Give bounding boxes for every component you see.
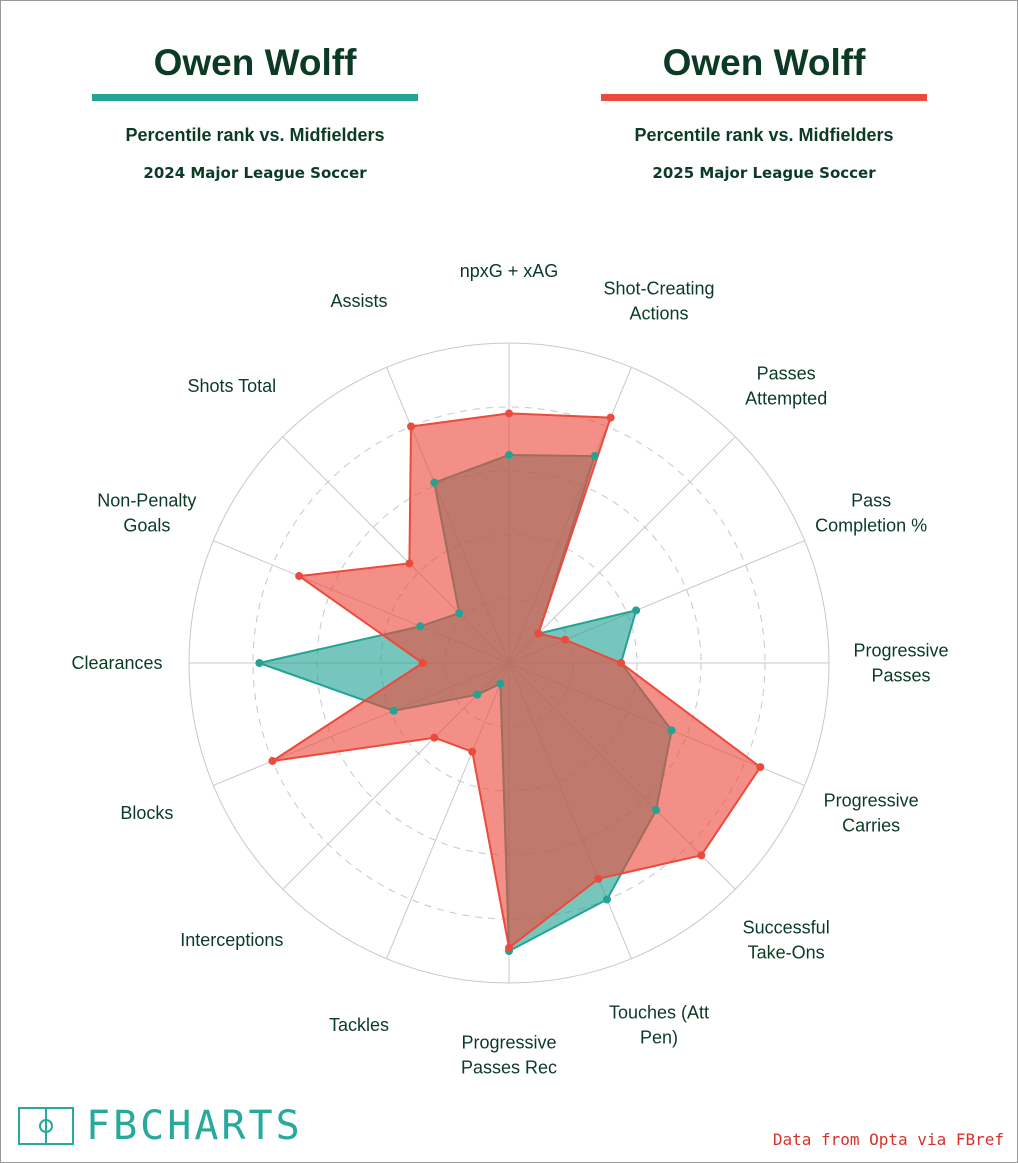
right-player-color-bar [601,94,927,101]
left-player-header: Owen Wolff Percentile rank vs. Midfielde… [85,38,425,182]
series-1-point [455,609,464,618]
axis-label: Progressive Carries [824,791,919,836]
series-2-point [594,874,603,883]
series-2-point [295,572,304,581]
fbcharts-logo: FBCHARTS [18,1104,303,1148]
series-1-point [602,895,611,904]
pitch-icon [18,1107,74,1145]
axis-label: Shots Total [187,376,276,396]
series-1-point [416,622,425,631]
series-1-point [652,806,661,815]
series-2-point [617,659,625,667]
series-1-point [389,706,398,715]
axis-spoke [508,436,736,664]
series-2-point [561,635,570,644]
axis-label: Tackles [329,1015,389,1035]
axis-label: Shot-Creating Actions [603,278,714,323]
axis-label: Clearances [71,653,162,673]
axis-label: Blocks [120,803,173,823]
series-2-point [756,763,765,772]
right-player-header: Owen Wolff Percentile rank vs. Midfielde… [594,38,934,182]
series-2-point [505,943,513,952]
axis-label: Non-Penalty Goals [97,491,196,536]
left-season: 2024 Major League Soccer [143,164,367,182]
series-2-point [430,733,439,742]
axis-label: Touches (Att Pen) [609,1003,709,1048]
right-season: 2025 Major League Soccer [652,164,876,182]
axis-label: Interceptions [180,930,283,950]
right-subtitle: Percentile rank vs. Midfielders [634,125,894,145]
series-1-point [473,690,482,699]
series-2-point [534,629,543,638]
series-1-point [496,679,505,688]
axis-label: Progressive Passes Rec [461,1033,557,1078]
series-1-point [667,726,676,735]
axis-label: Pass Completion % [815,491,927,536]
series-1-point [255,659,264,667]
series-2-point [468,747,477,756]
series-1-point [590,452,599,461]
data-credit: Data from Opta via FBref [772,1130,1004,1149]
axis-label: npxG + xAG [460,261,559,281]
left-subtitle: Percentile rank vs. Midfielders [125,125,385,145]
series-2-point [697,851,706,860]
brand-text: FBCHARTS [86,1103,303,1149]
series-2-point [268,756,277,765]
series-1-point [430,478,439,487]
axis-label: Successful Take-Ons [743,918,830,963]
axis-label: Assists [330,291,387,311]
axis-label: Passes Attempted [745,363,827,408]
series-2-point [405,559,414,568]
left-player-color-bar [92,94,418,101]
right-player-name: Owen Wolff [662,42,866,83]
series-1-point [632,606,641,615]
radar-chart: npxG + xAG Shot-Creating Actions Passes Atte… [71,261,948,1078]
series-2-point [505,409,513,418]
series-1-point [505,451,513,459]
series-2-point [606,413,615,422]
axis-label: Progressive Passes [853,641,948,686]
left-player-name: Owen Wolff [153,42,357,83]
series-2-point [407,422,416,431]
series-2-point [418,659,427,667]
